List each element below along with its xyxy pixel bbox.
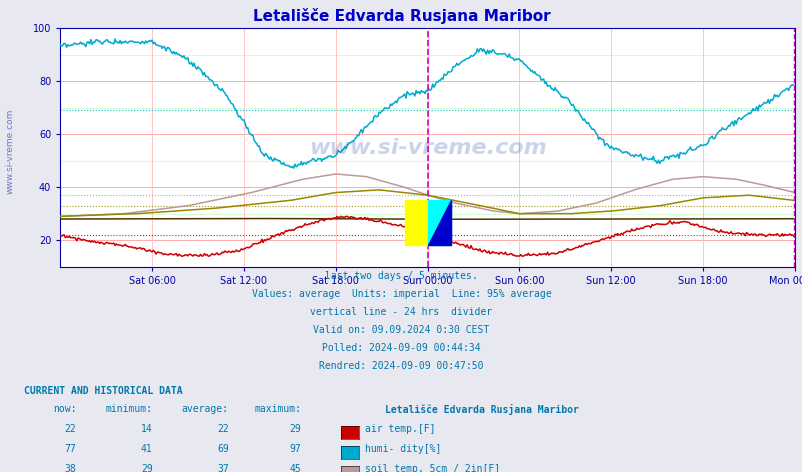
Text: 29: 29 bbox=[140, 464, 152, 472]
Text: 41: 41 bbox=[140, 444, 152, 454]
Text: CURRENT AND HISTORICAL DATA: CURRENT AND HISTORICAL DATA bbox=[24, 386, 183, 396]
Text: Rendred: 2024-09-09 00:47:50: Rendred: 2024-09-09 00:47:50 bbox=[319, 361, 483, 371]
Text: 69: 69 bbox=[217, 444, 229, 454]
Text: 38: 38 bbox=[64, 464, 76, 472]
Text: Letališče Edvarda Rusjana Maribor: Letališče Edvarda Rusjana Maribor bbox=[385, 404, 578, 415]
Text: www.si-vreme.com: www.si-vreme.com bbox=[5, 109, 14, 194]
Text: vertical line - 24 hrs  divider: vertical line - 24 hrs divider bbox=[310, 307, 492, 317]
Text: average:: average: bbox=[181, 404, 229, 414]
Text: Valid on: 09.09.2024 0:30 CEST: Valid on: 09.09.2024 0:30 CEST bbox=[313, 325, 489, 335]
Text: minimum:: minimum: bbox=[105, 404, 152, 414]
Text: air temp.[F]: air temp.[F] bbox=[365, 424, 435, 434]
Text: 22: 22 bbox=[64, 424, 76, 434]
Text: 37: 37 bbox=[217, 464, 229, 472]
Text: 77: 77 bbox=[64, 444, 76, 454]
Text: humi- dity[%]: humi- dity[%] bbox=[365, 444, 441, 454]
Text: www.si-vreme.com: www.si-vreme.com bbox=[308, 137, 546, 158]
Text: now:: now: bbox=[53, 404, 76, 414]
Text: last two days / 5 minutes.: last two days / 5 minutes. bbox=[325, 271, 477, 281]
Text: Polled: 2024-09-09 00:44:34: Polled: 2024-09-09 00:44:34 bbox=[322, 343, 480, 353]
Polygon shape bbox=[427, 201, 450, 245]
Text: 45: 45 bbox=[289, 464, 301, 472]
Text: 29: 29 bbox=[289, 424, 301, 434]
Text: 22: 22 bbox=[217, 424, 229, 434]
Text: 14: 14 bbox=[140, 424, 152, 434]
Text: Values: average  Units: imperial  Line: 95% average: Values: average Units: imperial Line: 95… bbox=[251, 289, 551, 299]
Text: maximum:: maximum: bbox=[253, 404, 301, 414]
Text: 97: 97 bbox=[289, 444, 301, 454]
Text: Letališče Edvarda Rusjana Maribor: Letališče Edvarda Rusjana Maribor bbox=[253, 8, 549, 24]
Text: soil temp. 5cm / 2in[F]: soil temp. 5cm / 2in[F] bbox=[365, 464, 500, 472]
